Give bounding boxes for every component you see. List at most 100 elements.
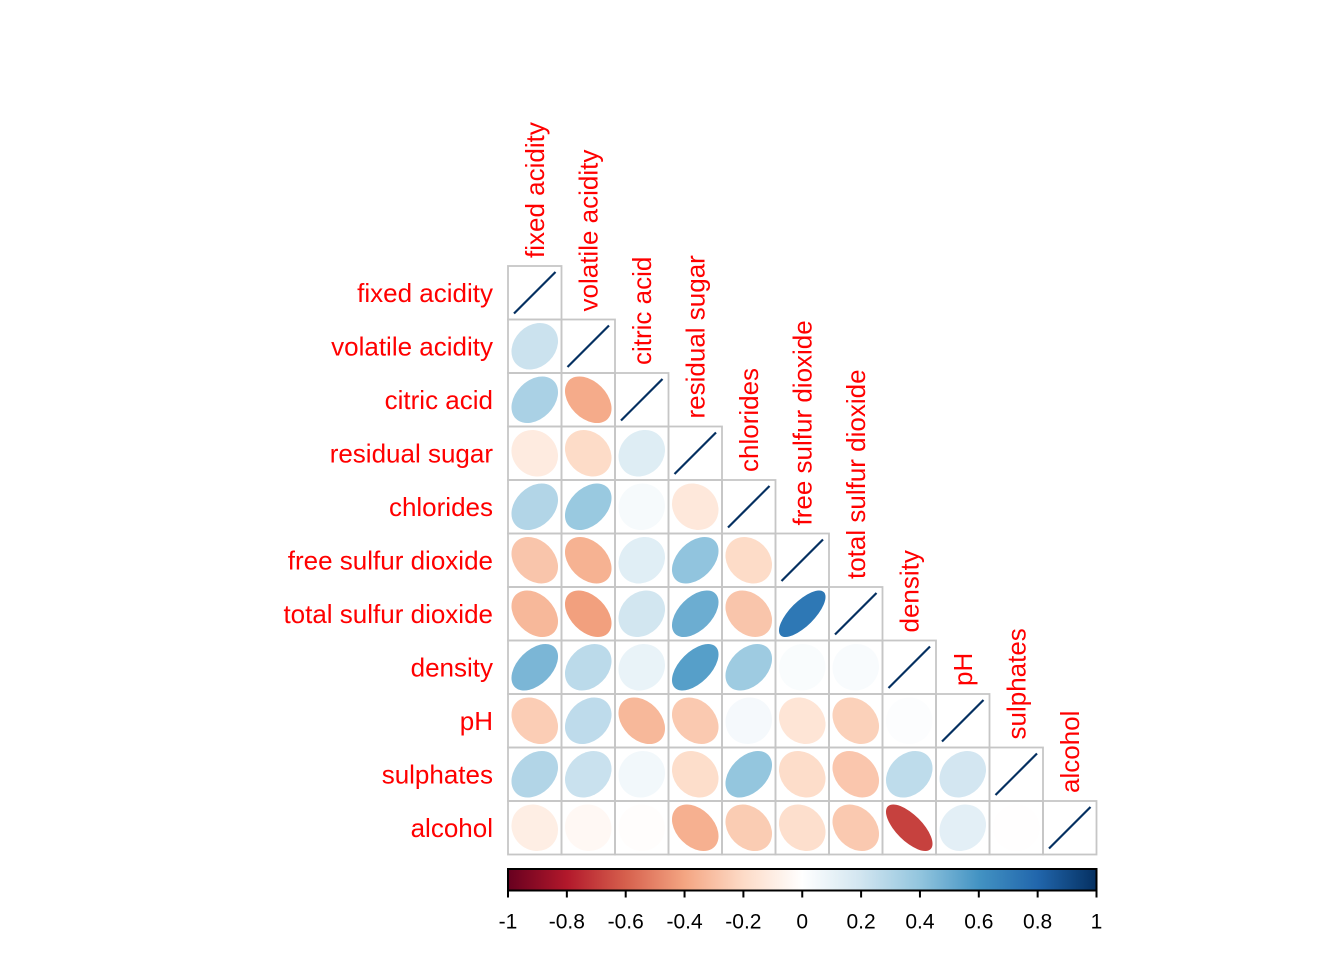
corr-ellipse-density--fixed-acidity [511, 643, 559, 691]
diagonal-line-residual-sugar [673, 431, 717, 475]
corr-ellipse-sulphates--fixed-acidity [511, 750, 559, 798]
corr-ellipse-density--free-sulfur-dioxide [778, 643, 826, 691]
corr-ellipse-alcohol--ph [939, 804, 987, 852]
corr-ellipse-alcohol--citric-acid [618, 804, 666, 852]
column-label-total-sulfur-dioxide: total sulfur dioxide [841, 369, 871, 579]
column-label-free-sulfur-dioxide: free sulfur dioxide [788, 320, 818, 525]
corr-ellipse-density--chlorides [725, 643, 773, 691]
diagonal-line-sulphates [994, 752, 1038, 796]
colorbar-tick-label: -0.6 [608, 911, 644, 934]
row-label-citric-acid: citric acid [385, 385, 493, 415]
corr-ellipse-free-sulfur-dioxide--citric-acid [618, 536, 666, 584]
colorbar-tick-label: 0.2 [846, 911, 875, 934]
row-label-ph: pH [460, 706, 493, 736]
corr-ellipse-ph--residual-sugar [671, 697, 719, 745]
colorbar-tick-label: 0.4 [905, 911, 935, 934]
corr-ellipse-citric-acid--volatile-acidity [564, 376, 612, 424]
corr-ellipse-free-sulfur-dioxide--chlorides [725, 536, 773, 584]
corr-ellipse-alcohol--density [885, 804, 933, 852]
diagonal-line-total-sulfur-dioxide [834, 592, 878, 636]
column-label-residual-sugar: residual sugar [681, 255, 711, 419]
corr-ellipse-chlorides--fixed-acidity [511, 483, 559, 531]
colorbar-tick-label: 0.6 [964, 911, 993, 934]
corr-ellipse-sulphates--free-sulfur-dioxide [778, 750, 826, 798]
column-label-sulphates: sulphates [1002, 628, 1032, 739]
corr-ellipse-total-sulfur-dioxide--fixed-acidity [511, 590, 559, 638]
corr-ellipse-alcohol--chlorides [725, 804, 773, 852]
row-label-sulphates: sulphates [382, 760, 493, 790]
corr-ellipse-chlorides--volatile-acidity [564, 483, 612, 531]
corr-ellipse-total-sulfur-dioxide--chlorides [725, 590, 773, 638]
corr-ellipse-chlorides--citric-acid [618, 483, 666, 531]
row-label-fixed-acidity: fixed acidity [357, 278, 493, 308]
colorbar-tick-label: 0 [796, 911, 808, 934]
colorbar-tick-label: -1 [499, 911, 518, 934]
corr-ellipse-ph--volatile-acidity [564, 697, 612, 745]
diagonal-line-free-sulfur-dioxide [780, 538, 824, 582]
corr-ellipse-sulphates--volatile-acidity [564, 750, 612, 798]
corr-ellipse-alcohol--sulphates [992, 804, 1040, 852]
corr-ellipse-ph--free-sulfur-dioxide [778, 697, 826, 745]
corr-ellipse-sulphates--ph [939, 750, 987, 798]
corr-ellipse-total-sulfur-dioxide--residual-sugar [671, 590, 719, 638]
corr-ellipse-ph--citric-acid [618, 697, 666, 745]
corr-ellipse-residual-sugar--fixed-acidity [511, 429, 559, 477]
corr-ellipse-alcohol--free-sulfur-dioxide [778, 804, 826, 852]
matrix-cell [1042, 800, 1098, 856]
diagonal-line-alcohol [1048, 806, 1092, 850]
colorbar-tick-label: -0.4 [666, 911, 703, 934]
row-label-volatile-acidity: volatile acidity [331, 332, 493, 362]
row-label-chlorides: chlorides [389, 492, 493, 522]
corr-ellipse-ph--fixed-acidity [511, 697, 559, 745]
corr-ellipse-density--citric-acid [618, 643, 666, 691]
column-label-volatile-acidity: volatile acidity [574, 150, 604, 312]
colorbar-tick-label: -0.2 [725, 911, 761, 934]
corr-ellipse-residual-sugar--citric-acid [618, 429, 666, 477]
corr-ellipse-density--total-sulfur-dioxide [832, 643, 880, 691]
row-label-free-sulfur-dioxide: free sulfur dioxide [288, 546, 493, 576]
corr-ellipse-residual-sugar--volatile-acidity [564, 429, 612, 477]
corr-ellipse-sulphates--total-sulfur-dioxide [832, 750, 880, 798]
column-label-fixed-acidity: fixed acidity [520, 122, 550, 258]
corr-ellipse-ph--total-sulfur-dioxide [832, 697, 880, 745]
corr-ellipse-density--residual-sugar [671, 643, 719, 691]
corr-ellipse-sulphates--residual-sugar [671, 750, 719, 798]
corr-ellipse-alcohol--residual-sugar [671, 804, 719, 852]
corr-ellipse-total-sulfur-dioxide--free-sulfur-dioxide [778, 590, 826, 638]
corr-ellipse-volatile-acidity--fixed-acidity [511, 322, 559, 370]
column-label-chlorides: chlorides [734, 368, 764, 472]
corr-ellipse-free-sulfur-dioxide--fixed-acidity [511, 536, 559, 584]
column-label-density: density [895, 550, 925, 632]
diagonal-line-density [887, 645, 931, 689]
diagonal-line-citric-acid [620, 378, 664, 422]
row-label-total-sulfur-dioxide: total sulfur dioxide [283, 599, 493, 629]
corr-ellipse-density--volatile-acidity [564, 643, 612, 691]
corr-ellipse-total-sulfur-dioxide--volatile-acidity [564, 590, 612, 638]
corr-ellipse-alcohol--total-sulfur-dioxide [832, 804, 880, 852]
diagonal-line-ph [941, 699, 985, 743]
corr-ellipse-alcohol--fixed-acidity [511, 804, 559, 852]
row-label-alcohol: alcohol [411, 813, 493, 843]
diagonal-line-chlorides [727, 485, 771, 529]
colorbar-tick-label: 0.8 [1023, 911, 1052, 934]
corr-ellipse-alcohol--volatile-acidity [564, 804, 612, 852]
colorbar [507, 868, 1098, 892]
corr-ellipse-ph--chlorides [725, 697, 773, 745]
corr-ellipse-sulphates--density [885, 750, 933, 798]
corr-ellipse-sulphates--citric-acid [618, 750, 666, 798]
colorbar-tick-label: -0.8 [549, 911, 585, 934]
corr-ellipse-total-sulfur-dioxide--citric-acid [618, 590, 666, 638]
corr-ellipse-chlorides--residual-sugar [671, 483, 719, 531]
column-label-alcohol: alcohol [1055, 711, 1085, 793]
corr-ellipse-ph--density [885, 697, 933, 745]
column-label-ph: pH [948, 653, 978, 686]
corr-ellipse-sulphates--chlorides [725, 750, 773, 798]
diagonal-line-fixed-acidity [513, 271, 557, 315]
row-label-residual-sugar: residual sugar [330, 439, 494, 469]
corr-ellipse-free-sulfur-dioxide--residual-sugar [671, 536, 719, 584]
row-label-density: density [411, 653, 493, 683]
colorbar-tick-label: 1 [1091, 911, 1103, 934]
column-label-citric-acid: citric acid [627, 257, 657, 365]
